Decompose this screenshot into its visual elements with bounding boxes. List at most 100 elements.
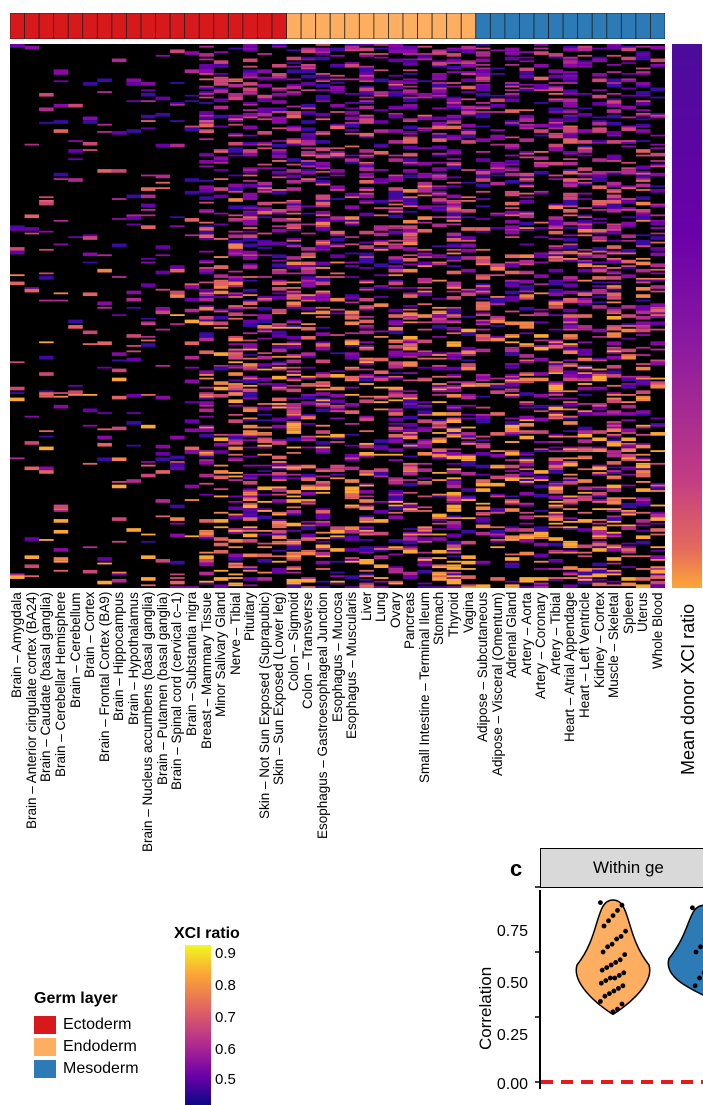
heatmap-cell	[403, 98, 418, 102]
heatmap-cell	[461, 561, 476, 565]
germ-cell	[10, 13, 25, 39]
heatmap-cell	[287, 499, 302, 503]
heatmap-cell	[461, 396, 476, 400]
heatmap-cell	[301, 477, 316, 481]
heatmap-cell	[563, 436, 578, 438]
heatmap-cell	[54, 173, 69, 177]
heatmap-cell	[650, 385, 665, 389]
heatmap-cell	[359, 267, 374, 269]
heatmap-cell	[636, 124, 651, 126]
heatmap-cell	[578, 155, 593, 157]
heatmap-cell	[287, 559, 302, 561]
heatmap-cell	[418, 445, 433, 449]
heatmap-cell	[388, 501, 403, 503]
heatmap-cell	[549, 305, 564, 309]
heatmap-cell	[549, 300, 564, 302]
heatmap-cell	[607, 472, 622, 474]
heatmap-cell	[578, 149, 593, 153]
heatmap-cell	[578, 214, 593, 216]
column-label: Colon – Sigmoid	[287, 592, 301, 691]
heatmap-cell	[563, 80, 578, 82]
heatmap-cell	[68, 140, 83, 142]
heatmap-cell	[432, 515, 447, 517]
heatmap-cell	[563, 276, 578, 280]
heatmap-cell	[621, 577, 636, 581]
heatmap-cell	[490, 182, 505, 186]
heatmap-cell	[345, 205, 360, 209]
heatmap-cell	[185, 341, 200, 345]
heatmap-cell	[199, 251, 214, 253]
heatmap-cell	[388, 243, 403, 245]
heatmap-cell	[650, 185, 665, 187]
heatmap-cell	[185, 309, 200, 313]
germ-cell	[25, 13, 40, 39]
heatmap-cell	[403, 399, 418, 403]
heatmap-cell	[199, 153, 214, 155]
heatmap-cell	[418, 256, 433, 258]
heatmap-cell	[519, 263, 534, 265]
heatmap-cell	[476, 512, 491, 514]
heatmap-cell	[650, 189, 665, 193]
heatmap-cell	[447, 287, 462, 289]
heatmap-cell	[461, 490, 476, 492]
heatmap-cell	[563, 205, 578, 207]
heatmap-cell	[199, 408, 214, 412]
heatmap-cell	[549, 436, 564, 438]
heatmap-cell	[505, 211, 520, 215]
germ-cell	[214, 13, 229, 39]
heatmap-cell	[287, 428, 302, 430]
heatmap-cell	[592, 185, 607, 189]
heatmap-cell	[228, 187, 243, 191]
heatmap-cell	[112, 131, 127, 135]
heatmap-cell	[39, 436, 54, 438]
xci-legend-title: XCI ratio	[174, 925, 240, 943]
heatmap-cell	[447, 470, 462, 474]
heatmap-cell	[156, 144, 171, 148]
heatmap-cell	[228, 48, 243, 50]
heatmap-cell	[287, 205, 302, 207]
heatmap-cell	[636, 307, 651, 311]
heatmap-cell	[621, 62, 636, 64]
heatmap-cell	[534, 44, 549, 46]
heatmap-cell	[534, 274, 549, 278]
heatmap-cell	[272, 107, 287, 109]
heatmap-cell	[301, 278, 316, 280]
heatmap-cell	[505, 336, 520, 338]
heatmap-cell	[39, 390, 54, 392]
heatmap-cell	[185, 379, 200, 383]
xci-tick: 0.6	[215, 1041, 236, 1058]
heatmap-cell	[359, 282, 374, 284]
heatmap-cell	[156, 187, 171, 189]
heatmap-cell	[607, 450, 622, 454]
germ-swatch-ectoderm	[34, 1016, 56, 1034]
heatmap-cell	[607, 365, 622, 369]
heatmap-cell	[403, 398, 418, 400]
heatmap-cell	[243, 369, 258, 371]
heatmap-cell	[578, 220, 593, 222]
heatmap-cell	[345, 64, 360, 68]
heatmap-cell	[534, 394, 549, 398]
heatmap-cell	[403, 164, 418, 166]
heatmap-cell	[578, 198, 593, 200]
heatmap-cell	[636, 262, 651, 266]
heatmap-cell	[607, 341, 622, 345]
heatmap-cell	[39, 107, 54, 111]
heatmap-cell	[519, 60, 534, 62]
heatmap-cell	[461, 49, 476, 53]
heatmap-cell	[257, 202, 272, 206]
heatmap-cell	[214, 434, 229, 436]
violin-point	[622, 952, 627, 957]
heatmap-cell	[403, 356, 418, 358]
heatmap-cell	[228, 214, 243, 216]
heatmap-cell	[316, 213, 331, 215]
heatmap-cell	[563, 115, 578, 117]
heatmap-cell	[461, 91, 476, 93]
heatmap-cell	[505, 389, 520, 391]
heatmap-cell	[199, 332, 214, 336]
heatmap-cell	[621, 234, 636, 238]
heatmap-cell	[359, 231, 374, 235]
heatmap-cell	[272, 46, 287, 48]
heatmap-cell	[447, 448, 462, 450]
heatmap-cell	[461, 363, 476, 367]
column-label: Colon – Transverse	[301, 592, 315, 709]
